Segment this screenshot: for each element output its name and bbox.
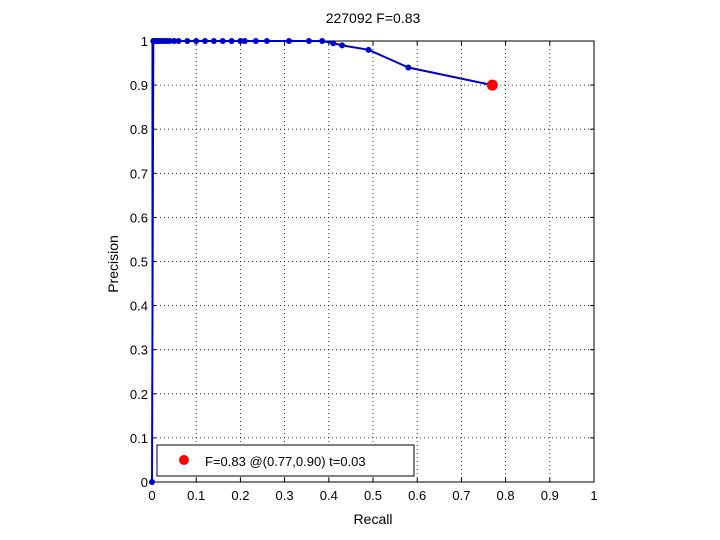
data-point (286, 38, 293, 44)
data-point (184, 38, 191, 44)
best-f-point (486, 79, 498, 91)
series-group (149, 38, 498, 485)
x-tick-label: 0.6 (408, 488, 426, 503)
data-point (330, 40, 337, 47)
data-point (305, 38, 312, 44)
legend-entry: F=0.83 @(0.77,0.90) t=0.03 (205, 454, 366, 469)
y-tick-label: 0.5 (130, 255, 148, 270)
y-tick-label: 0.4 (130, 299, 148, 314)
x-tick-label: 0.3 (276, 488, 294, 503)
x-tick-label: 0.1 (187, 488, 205, 503)
y-tick-label: 1 (141, 34, 148, 49)
x-tick-label: 0.4 (320, 488, 338, 503)
series-line (151, 40, 493, 483)
data-point (202, 38, 209, 44)
data-point (210, 38, 217, 44)
y-tick-label: 0.7 (130, 166, 148, 181)
data-point (263, 38, 270, 44)
data-point (219, 38, 226, 44)
x-tick-label: 0 (148, 488, 155, 503)
x-axis-label: Recall (354, 511, 393, 527)
data-point (166, 38, 173, 44)
data-point (149, 479, 155, 485)
data-point (175, 38, 182, 44)
y-tick-label: 0.8 (130, 122, 148, 137)
x-tick-label: 1 (590, 488, 597, 503)
y-tick-label: 0.3 (130, 343, 148, 358)
x-tick-label: 0.2 (231, 488, 249, 503)
data-point (405, 64, 412, 71)
x-tick-label: 0.9 (541, 488, 559, 503)
data-point (365, 46, 372, 53)
legend-box (156, 444, 415, 477)
chart-title: 227092 F=0.83 (326, 10, 421, 26)
data-point (319, 38, 326, 44)
y-tick-label: 0 (141, 475, 148, 490)
data-point (339, 42, 346, 49)
x-tick-label: 0.7 (452, 488, 470, 503)
data-point (241, 38, 248, 44)
data-point (171, 38, 178, 44)
data-point (228, 38, 235, 44)
y-tick-label: 0.9 (130, 78, 148, 93)
y-tick-label: 0.6 (130, 210, 148, 225)
data-point (237, 38, 244, 44)
x-tick-label: 0.8 (497, 488, 515, 503)
y-tick-label: 0.1 (130, 431, 148, 446)
legend-marker (179, 455, 189, 465)
data-point (193, 38, 200, 44)
y-tick-label: 0.2 (130, 387, 148, 402)
y-axis-label: Precision (105, 235, 121, 293)
data-point (252, 38, 259, 44)
axis-ticks: 0 0.1 0.2 0.3 0.4 0.5 0.6 0.7 0.8 0.9 1 0 0.1 0.2 0.3 0… (130, 34, 598, 503)
legend: F=0.83 @(0.77,0.90) t=0.03 (156, 444, 415, 477)
x-tick-label: 0.5 (364, 488, 382, 503)
grid-lines (152, 41, 594, 482)
